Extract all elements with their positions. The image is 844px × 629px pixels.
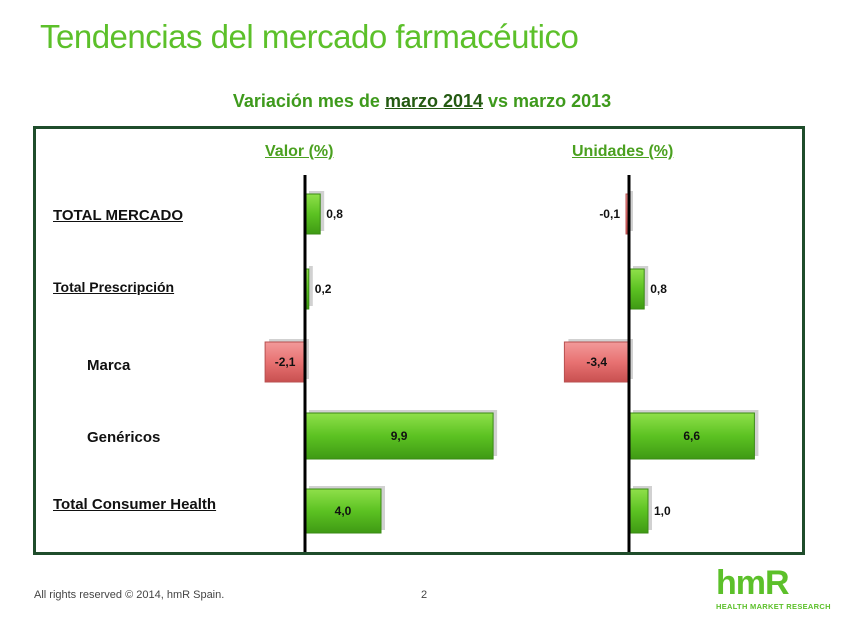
bar-unidades-total-consumer-health [628, 488, 649, 534]
row-label-genericos: Genéricos [87, 429, 161, 446]
bar-label-valor-total-prescripcion: 0,2 [315, 282, 332, 296]
page-title: Tendencias del mercado farmacéutico [40, 18, 579, 55]
bar-label-unidades-total-consumer-health: 1,0 [654, 504, 671, 518]
bar-label-unidades-genericos: 6,6 [683, 429, 700, 443]
bar-label-unidades-total-mercado: -0,1 [599, 207, 620, 221]
bar-valor-marca [264, 341, 306, 383]
bar-valor-total-mercado [304, 193, 321, 235]
footer-rights: All rights reserved © 2014, hmR Spain. [34, 589, 225, 601]
series-header-valor: Valor (%) [265, 143, 334, 160]
bar-label-unidades-marca: -3,4 [586, 355, 607, 369]
row-label-total-consumer-health: Total Consumer Health [53, 496, 217, 513]
bar-unidades-total-prescripcion [628, 268, 645, 310]
bar-shadow-valor-total-prescripcion [309, 266, 313, 306]
row-label-marca: Marca [87, 357, 131, 374]
bar-label-valor-total-mercado: 0,8 [326, 207, 343, 221]
logo-text: hmR [716, 564, 790, 602]
logo-tagline: HEALTH MARKET RESEARCH [716, 602, 831, 611]
row-label-total-prescripcion: Total Prescripción [53, 279, 175, 295]
bar-label-unidades-total-prescripcion: 0,8 [650, 282, 667, 296]
bar-unidades-genericos [628, 412, 755, 460]
company-logo: hmR HEALTH MARKET RESEARCH [716, 566, 831, 611]
subtitle-period: marzo 2014 [384, 91, 484, 111]
bar-shadow-unidades-total-mercado [630, 191, 633, 231]
chart-subtitle: Variación mes de marzo 2014 vs marzo 201… [0, 91, 844, 112]
chart-panel [33, 126, 805, 555]
row-label-total-mercado: TOTAL MERCADO [53, 207, 183, 224]
series-header-unidades: Unidades (%) [572, 143, 674, 160]
bar-label-valor-total-consumer-health: 4,0 [335, 504, 352, 518]
bar-label-valor-marca: -2,1 [275, 355, 296, 369]
bar-label-valor-genericos: 9,9 [391, 429, 408, 443]
page-number: 2 [421, 589, 428, 601]
subtitle-prefix: Variación mes de [232, 91, 380, 111]
bar-unidades-marca [563, 341, 630, 383]
subtitle-suffix: vs marzo 2013 [488, 91, 612, 111]
